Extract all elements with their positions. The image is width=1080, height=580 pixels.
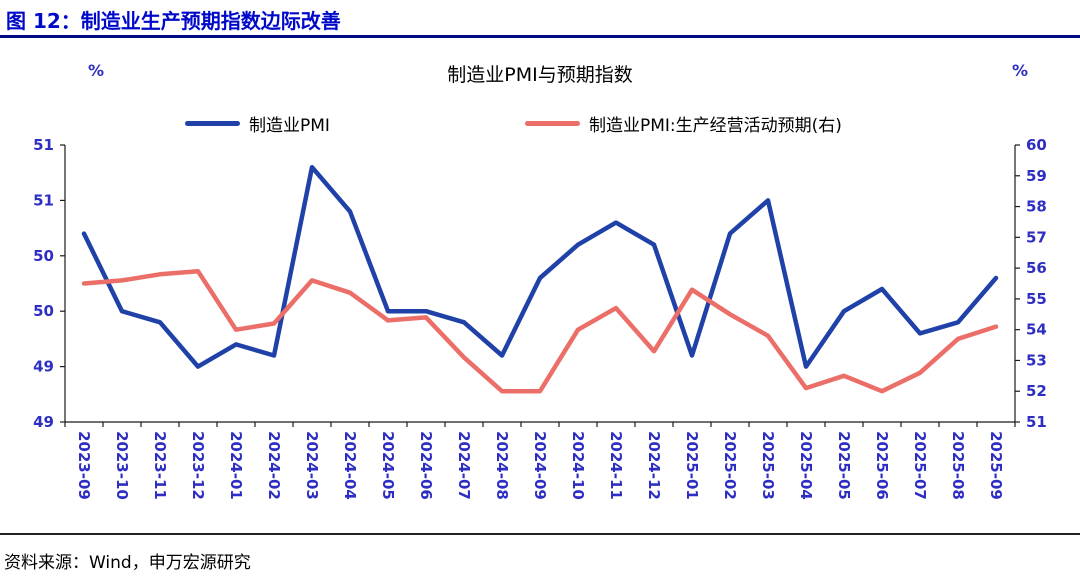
svg-text:2024-10: 2024-10: [569, 431, 587, 500]
svg-text:2023-12: 2023-12: [189, 431, 207, 500]
footer-divider: [0, 533, 1080, 535]
svg-text:2024-03: 2024-03: [303, 431, 321, 500]
expectation-line-swatch: [525, 121, 580, 126]
svg-text:2024-06: 2024-06: [417, 431, 435, 500]
svg-text:2025-07: 2025-07: [911, 431, 929, 500]
svg-text:54: 54: [1026, 321, 1047, 339]
svg-text:2025-04: 2025-04: [797, 431, 815, 500]
source-note: 资料来源：Wind，申万宏源研究: [4, 553, 251, 573]
legend-item-expectation: 制造业PMI:生产经营活动预期(右): [525, 111, 842, 136]
svg-text:53: 53: [1026, 351, 1047, 369]
svg-text:2025-06: 2025-06: [873, 431, 891, 500]
legend-item-pmi: 制造业PMI: [185, 111, 330, 136]
svg-text:2024-02: 2024-02: [265, 431, 283, 500]
svg-text:2023-11: 2023-11: [151, 431, 169, 500]
svg-text:59: 59: [1026, 167, 1047, 185]
svg-text:49: 49: [33, 358, 54, 376]
svg-text:2024-09: 2024-09: [531, 431, 549, 500]
svg-text:50: 50: [33, 247, 54, 265]
svg-text:2025-02: 2025-02: [721, 431, 739, 500]
svg-text:56: 56: [1026, 259, 1047, 277]
svg-text:2025-01: 2025-01: [683, 431, 701, 500]
svg-text:2025-08: 2025-08: [949, 431, 967, 500]
svg-text:2025-05: 2025-05: [835, 431, 853, 500]
svg-text:2025-09: 2025-09: [987, 431, 1005, 500]
svg-text:55: 55: [1026, 290, 1047, 308]
svg-text:2023-09: 2023-09: [75, 431, 93, 500]
svg-text:2024-07: 2024-07: [455, 431, 473, 500]
svg-text:2023-10: 2023-10: [113, 431, 131, 500]
svg-text:58: 58: [1026, 198, 1047, 216]
svg-text:50: 50: [33, 302, 54, 320]
svg-text:57: 57: [1026, 228, 1047, 246]
svg-text:51: 51: [1026, 413, 1047, 431]
header-divider: [0, 35, 1080, 38]
left-axis-unit: %: [88, 61, 105, 80]
svg-text:60: 60: [1026, 136, 1047, 154]
svg-text:2024-05: 2024-05: [379, 431, 397, 500]
svg-text:2025-03: 2025-03: [759, 431, 777, 500]
legend-label-pmi: 制造业PMI: [249, 116, 330, 136]
chart-title: 制造业PMI与预期指数: [447, 64, 633, 86]
right-axis-unit: %: [1012, 61, 1029, 80]
svg-text:2024-01: 2024-01: [227, 431, 245, 500]
figure-title: 图 12：制造业生产预期指数边际改善: [6, 9, 341, 33]
svg-text:2024-04: 2024-04: [341, 431, 359, 500]
svg-text:49: 49: [33, 413, 54, 431]
svg-text:52: 52: [1026, 382, 1047, 400]
svg-text:2024-11: 2024-11: [607, 431, 625, 500]
svg-text:51: 51: [33, 191, 54, 209]
svg-text:2024-12: 2024-12: [645, 431, 663, 500]
svg-text:51: 51: [33, 136, 54, 154]
svg-text:2024-08: 2024-08: [493, 431, 511, 500]
pmi-line-swatch: [185, 121, 240, 126]
legend-label-expectation: 制造业PMI:生产经营活动预期(右): [589, 116, 842, 136]
